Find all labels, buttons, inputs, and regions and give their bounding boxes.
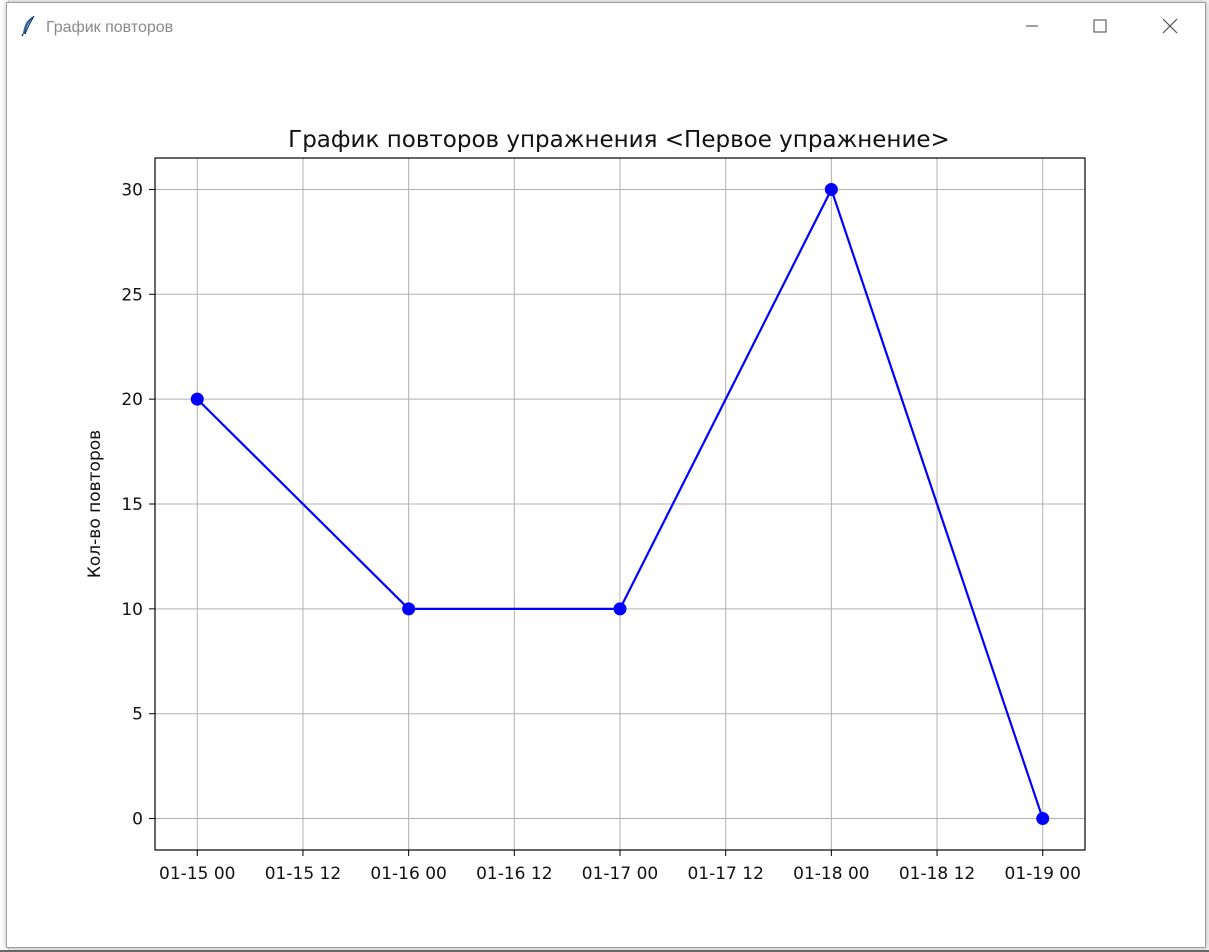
- y-tick-label: 15: [121, 495, 143, 515]
- y-tick-label: 0: [132, 810, 143, 830]
- y-tick-label: 10: [121, 600, 143, 620]
- chart-title: График повторов упражнения <Первое упраж…: [288, 127, 950, 153]
- data-point-01-16 00: [402, 602, 416, 616]
- x-tick-label: 01-15 00: [159, 864, 235, 884]
- data-point-01-17 00: [613, 602, 627, 616]
- maximize-button[interactable]: [1065, 3, 1135, 49]
- x-tick-label: 01-15 12: [265, 864, 341, 884]
- chart-area: 01-15 00 01-15 12 01-16 00 01-16 12 01-17 00…: [7, 49, 1205, 947]
- x-tick-label: 01-17 12: [687, 864, 763, 884]
- y-axis-label: Кол-во повторов: [85, 430, 105, 578]
- data-point-01-18 00: [824, 182, 838, 196]
- x-tick-label: 01-16 12: [476, 864, 552, 884]
- chart-window: График повторов 01-15 00 01-15 12 01-16 00…: [6, 2, 1206, 948]
- data-point-01-19 00: [1036, 812, 1050, 826]
- data-point-01-15 00: [190, 392, 204, 406]
- x-tick-label: 01-18 12: [899, 864, 975, 884]
- x-tick-label: 01-18 00: [793, 864, 869, 884]
- y-tick-label: 20: [121, 390, 143, 410]
- y-tick-label: 25: [121, 285, 143, 305]
- close-button[interactable]: [1135, 3, 1205, 49]
- x-tick-label: 01-19 00: [1005, 864, 1081, 884]
- x-tick-label: 01-16 00: [370, 864, 446, 884]
- line-chart: 01-15 00 01-15 12 01-16 00 01-16 12 01-17 00…: [85, 127, 1086, 884]
- window-title: График повторов: [46, 19, 174, 36]
- minimize-icon: [1026, 25, 1038, 27]
- feather-icon: [19, 15, 39, 37]
- minimize-button[interactable]: [997, 3, 1067, 49]
- maximize-icon: [1093, 19, 1107, 33]
- y-tick-label: 30: [121, 180, 143, 200]
- y-tick-label: 5: [132, 705, 143, 725]
- close-icon: [1162, 18, 1178, 34]
- x-tick-label: 01-17 00: [582, 864, 658, 884]
- title-bar[interactable]: График повторов: [7, 3, 1205, 49]
